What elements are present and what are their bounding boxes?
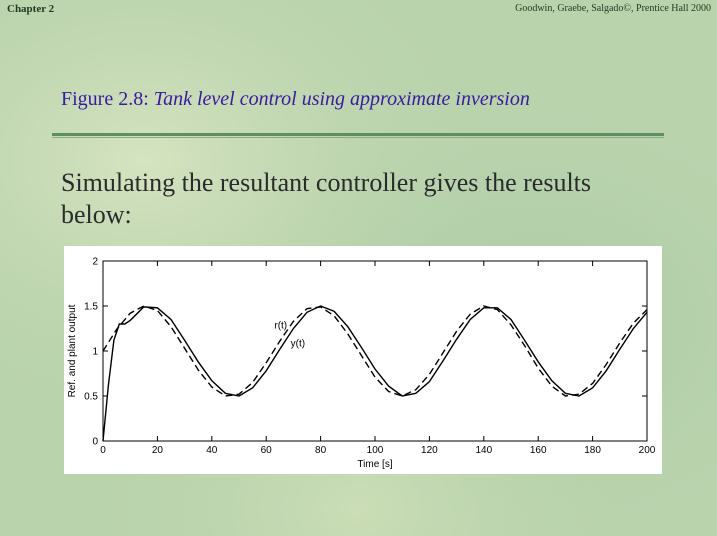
y-tick-label-0: 0 bbox=[92, 437, 98, 448]
y-tick-label-2: 1 bbox=[92, 347, 98, 358]
figure-label: Figure 2.8: bbox=[61, 88, 149, 110]
series-line-1 bbox=[102, 305, 648, 442]
line-chart: 0 20 40 60 80 100 120 140 160 180 200 0 0.5 1 1.5 2 Time… bbox=[67, 257, 656, 471]
plot-frame bbox=[102, 260, 648, 442]
credit-text: Goodwin, Graebe, Salgado©, Prentice Hall… bbox=[515, 3, 711, 14]
chart-panel: 0 20 40 60 80 100 120 140 160 180 200 0 0.5 1 1.5 2 Time… bbox=[64, 246, 662, 474]
x-tick-label-2: 40 bbox=[206, 445, 218, 456]
x-tick-label-5: 100 bbox=[367, 445, 384, 456]
y-tick-label-4: 2 bbox=[92, 257, 98, 268]
x-tick-label-10: 200 bbox=[639, 445, 656, 456]
x-tick-label-3: 60 bbox=[261, 445, 273, 456]
title-divider-thin bbox=[52, 137, 664, 138]
figure-caption: Tank level control using approximate inv… bbox=[153, 88, 530, 110]
annotation-0: r(t) bbox=[274, 321, 287, 332]
chapter-label: Chapter 2 bbox=[7, 3, 55, 15]
title-divider bbox=[52, 133, 664, 136]
figure-title: Figure 2.8: Tank level control using app… bbox=[61, 88, 530, 111]
x-tick-label-0: 0 bbox=[100, 445, 106, 456]
annotation-1: y(t) bbox=[291, 339, 305, 350]
x-tick-label-4: 80 bbox=[315, 445, 327, 456]
y-axis-label: Ref. and plant output bbox=[67, 304, 78, 397]
x-axis-label: Time [s] bbox=[357, 459, 392, 470]
y-tick-label-3: 1.5 bbox=[84, 302, 98, 313]
x-tick-label-6: 120 bbox=[421, 445, 438, 456]
body-text: Simulating the resultant controller give… bbox=[61, 168, 592, 229]
x-tick-label-9: 180 bbox=[584, 445, 601, 456]
x-tick-label-1: 20 bbox=[152, 445, 164, 456]
series-line-0 bbox=[102, 305, 648, 397]
y-tick-label-1: 0.5 bbox=[84, 392, 98, 403]
x-tick-label-8: 160 bbox=[530, 445, 547, 456]
x-tick-label-7: 140 bbox=[475, 445, 492, 456]
